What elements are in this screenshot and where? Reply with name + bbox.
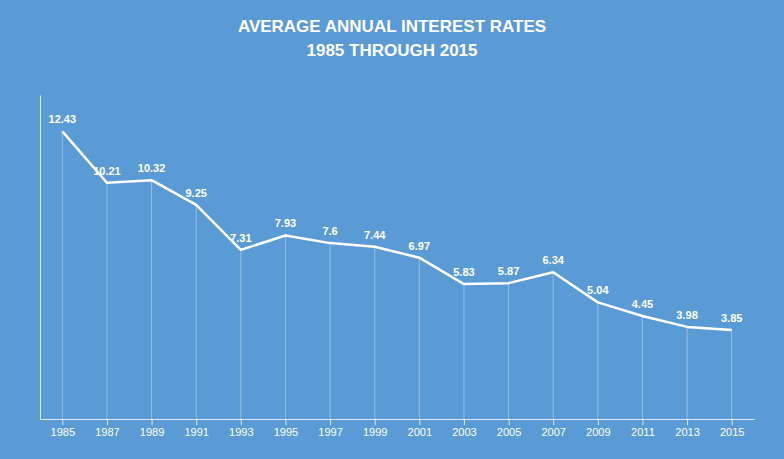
data-label: 3.98 bbox=[676, 309, 697, 321]
drop-line bbox=[374, 247, 375, 419]
data-label: 7.31 bbox=[230, 232, 251, 244]
drop-line bbox=[106, 183, 107, 419]
x-tick-mark bbox=[464, 419, 465, 425]
plot: 1985 1987 1989 1991 1993 1995 1997 1999 2001 2003… bbox=[41, 96, 755, 438]
x-tick: 1989 bbox=[140, 419, 164, 438]
data-label: 9.25 bbox=[185, 187, 206, 199]
drop-line bbox=[687, 327, 688, 419]
x-tick-mark bbox=[107, 419, 108, 425]
x-tick-mark bbox=[152, 419, 153, 425]
x-tick-label: 1993 bbox=[229, 426, 253, 438]
x-tick-mark bbox=[285, 419, 286, 425]
subtitle: 1985 THROUGH 2015 bbox=[306, 41, 477, 60]
x-tick-label: 1995 bbox=[274, 426, 298, 438]
x-tick-mark bbox=[62, 419, 63, 425]
data-labels: 12.43 10.21 10.32 9.25 7.31 7.93 7.6 7.44 6.97 5.… bbox=[49, 113, 743, 324]
x-tick: 2013 bbox=[675, 419, 699, 438]
x-tick: 2003 bbox=[452, 419, 476, 438]
x-tick-mark bbox=[732, 419, 733, 425]
x-tick: 1993 bbox=[229, 419, 253, 438]
x-tick-mark bbox=[241, 419, 242, 425]
x-tick-mark bbox=[687, 419, 688, 425]
x-tick-mark bbox=[419, 419, 420, 425]
data-label: 6.34 bbox=[542, 254, 564, 266]
data-label: 5.04 bbox=[587, 284, 609, 296]
data-label: 5.87 bbox=[498, 265, 519, 277]
x-tick: 1999 bbox=[363, 419, 387, 438]
x-axis-line bbox=[41, 419, 755, 420]
x-axis: 1985 1987 1989 1991 1993 1995 1997 1999 2001 2003… bbox=[41, 419, 755, 438]
drop-line bbox=[196, 205, 197, 419]
line bbox=[62, 131, 731, 330]
y-axis-line bbox=[40, 96, 41, 420]
x-tick: 2005 bbox=[497, 419, 521, 438]
x-tick: 2001 bbox=[408, 419, 432, 438]
x-tick-mark bbox=[642, 419, 643, 425]
drop-line bbox=[330, 243, 331, 419]
drop-line bbox=[62, 131, 63, 419]
drop-line bbox=[597, 302, 598, 419]
x-tick-label: 1989 bbox=[140, 426, 164, 438]
x-tick-label: 1987 bbox=[95, 426, 119, 438]
x-tick: 2007 bbox=[541, 419, 565, 438]
data-label: 10.32 bbox=[138, 162, 166, 174]
drop-line bbox=[463, 284, 464, 419]
data-label: 7.93 bbox=[275, 217, 296, 229]
x-tick: 2009 bbox=[586, 419, 610, 438]
data-label: 4.45 bbox=[632, 298, 653, 310]
data-label: 12.43 bbox=[49, 113, 77, 125]
x-tick: 2011 bbox=[631, 419, 655, 438]
drop-line bbox=[240, 250, 241, 419]
x-tick: 1997 bbox=[318, 419, 342, 438]
data-label: 7.44 bbox=[364, 229, 386, 241]
drop-line bbox=[642, 316, 643, 419]
x-tick-label: 2007 bbox=[541, 426, 565, 438]
background bbox=[0, 0, 784, 459]
x-tick-label: 2015 bbox=[720, 426, 744, 438]
x-tick-label: 2001 bbox=[408, 426, 432, 438]
drop-line bbox=[419, 258, 420, 419]
x-tick-mark bbox=[375, 419, 376, 425]
data-label: 10.21 bbox=[93, 165, 121, 177]
x-tick: 1991 bbox=[184, 419, 208, 438]
x-tick-label: 2011 bbox=[631, 426, 655, 438]
x-tick-label: 1985 bbox=[51, 426, 75, 438]
x-tick-label: 1991 bbox=[184, 426, 208, 438]
x-tick-mark bbox=[553, 419, 554, 425]
data-label: 7.6 bbox=[322, 225, 337, 237]
drop-line bbox=[151, 180, 152, 419]
drop-line bbox=[285, 235, 286, 419]
x-tick-mark bbox=[509, 419, 510, 425]
chart: AVERAGE ANNUAL INTEREST RATES 1985 THROUG… bbox=[0, 0, 784, 459]
marks bbox=[62, 131, 731, 419]
x-tick-label: 2003 bbox=[452, 426, 476, 438]
data-label: 5.83 bbox=[453, 266, 474, 278]
x-tick-mark bbox=[598, 419, 599, 425]
titles: AVERAGE ANNUAL INTEREST RATES 1985 THROUG… bbox=[238, 17, 546, 60]
x-tick-mark bbox=[196, 419, 197, 425]
x-tick-label: 2005 bbox=[497, 426, 521, 438]
x-tick: 1987 bbox=[95, 419, 119, 438]
drop-line bbox=[731, 330, 732, 419]
data-label: 6.97 bbox=[409, 240, 430, 252]
drop-line bbox=[508, 283, 509, 419]
drop-line bbox=[553, 272, 554, 419]
x-tick-label: 2013 bbox=[675, 426, 699, 438]
x-tick-label: 1997 bbox=[318, 426, 342, 438]
x-tick: 2015 bbox=[720, 419, 744, 438]
x-tick-label: 1999 bbox=[363, 426, 387, 438]
y-axis bbox=[40, 96, 41, 420]
data-label: 3.85 bbox=[721, 312, 742, 324]
title: AVERAGE ANNUAL INTEREST RATES bbox=[238, 17, 546, 36]
x-tick-label: 2009 bbox=[586, 426, 610, 438]
x-tick: 1995 bbox=[274, 419, 298, 438]
x-tick: 1985 bbox=[51, 419, 75, 438]
x-tick-mark bbox=[330, 419, 331, 425]
